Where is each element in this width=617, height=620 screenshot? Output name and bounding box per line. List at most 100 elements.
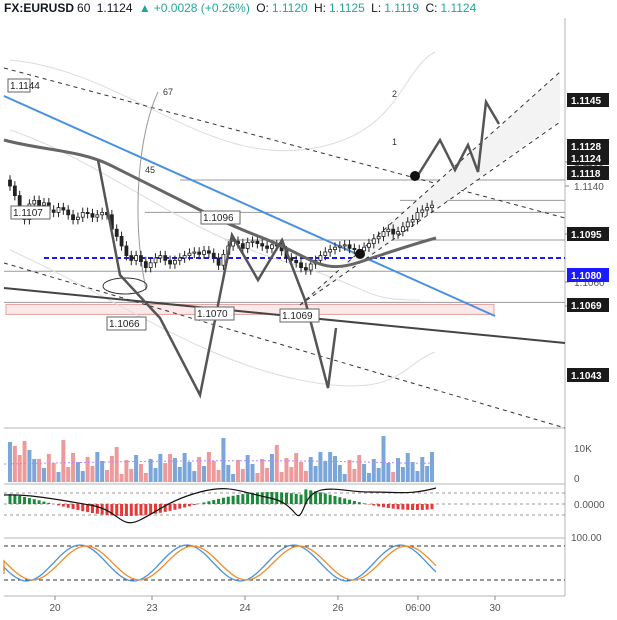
stoch-k-line [3, 544, 437, 582]
candle-body [376, 235, 381, 240]
level-label-4: 1.1095 [571, 230, 602, 241]
candle-body [415, 211, 420, 220]
bollinger-upper-line [9, 51, 436, 152]
close-value: 1.1124 [440, 1, 477, 15]
macd-histogram-bar [396, 504, 400, 510]
projection-zigzag-right [413, 98, 501, 181]
macd-histogram-bar [314, 491, 318, 504]
candle-body [139, 255, 143, 263]
candle-body [56, 207, 61, 213]
time-tick-label: 24 [239, 603, 251, 614]
volume-bar [396, 458, 401, 482]
volume-bar [289, 467, 294, 482]
volume-bar [32, 459, 37, 482]
macd-histogram-bar [95, 504, 99, 514]
volume-bar [250, 464, 255, 482]
macd-histogram-bar [86, 504, 90, 513]
volume-bar [22, 441, 27, 482]
macd-histogram-bar [192, 504, 196, 505]
candle-body [119, 235, 124, 247]
candle-body [51, 209, 56, 213]
macd-histogram-bar [357, 502, 361, 504]
macd-histogram-bar [100, 504, 104, 515]
volume-bar [265, 468, 270, 482]
macd-histogram-bar [168, 504, 172, 511]
level-label-box-1 [567, 139, 609, 153]
macd-histogram-bar [202, 502, 206, 504]
volume-ma-line [3, 460, 437, 465]
volume-bar [143, 473, 148, 482]
macd-histogram-bar [8, 494, 12, 504]
volume-bar [347, 460, 352, 482]
candle-body [318, 255, 323, 261]
macd-histogram-bar [207, 501, 211, 504]
macd-histogram-bar [183, 504, 187, 508]
candle-body [391, 228, 396, 235]
time-tick-label: 20 [49, 603, 61, 614]
volume-bar [71, 453, 76, 482]
rising-channel-lower [299, 121, 561, 306]
swing-label-1066-box [106, 316, 147, 331]
macd-histogram-bar [124, 504, 128, 516]
macd-histogram-bar [406, 504, 410, 510]
macd-histogram-bar [231, 495, 235, 504]
macd-histogram-bar [226, 496, 230, 504]
macd-histogram-bar [309, 490, 313, 504]
volume-bar [158, 454, 163, 482]
time-tick-label: 23 [146, 603, 158, 614]
volume-axis-0: 0 [574, 474, 580, 485]
candle-body [80, 211, 85, 218]
volume-bar [109, 456, 114, 482]
volume-bar [27, 450, 32, 482]
candle-body [76, 216, 80, 220]
macd-histogram-bar [154, 504, 158, 514]
volume-bar [105, 470, 110, 482]
candle-body [202, 250, 206, 255]
volume-bar [260, 459, 265, 482]
macd-histogram-bar [294, 493, 298, 504]
fib-label-45: 45 [145, 165, 155, 175]
volume-bar [366, 473, 371, 482]
macd-histogram-bar [47, 502, 51, 504]
fib-label-1: 1 [392, 137, 397, 147]
candle-body [129, 255, 134, 261]
level-label-box-7 [567, 368, 609, 382]
high-label: H: [314, 1, 327, 15]
macd-histogram-bar [105, 504, 109, 516]
breakout-dot [410, 171, 420, 181]
candle-body [66, 209, 71, 216]
projection-zigzag-left [96, 159, 338, 399]
swing-label-1069: 1.1069 [282, 311, 313, 322]
macd-histogram-bar [236, 494, 240, 504]
macd-histogram-bar [415, 504, 419, 510]
macd-histogram-bar [255, 492, 259, 504]
macd-histogram-bar [149, 504, 153, 515]
candle-body [333, 246, 337, 250]
swing-label-1066: 1.1066 [109, 319, 140, 330]
macd-histogram-bar [187, 504, 191, 507]
price-tick-label: 1.1060 [574, 278, 605, 289]
volume-axis-10k: 10K [574, 444, 592, 455]
candle-body [337, 245, 342, 248]
macd-histogram-bar [139, 504, 143, 516]
volume-bar [75, 462, 80, 482]
volume-bar [255, 473, 260, 482]
highlight-ellipse [102, 277, 148, 295]
volume-bar [90, 466, 95, 482]
volume-bar [172, 458, 177, 482]
candle-body [114, 228, 119, 237]
volume-bar [420, 457, 425, 482]
level-label-box-0 [567, 93, 609, 107]
volume-bar [211, 461, 216, 482]
volume-bar [85, 457, 90, 482]
level-label-box-5 [567, 268, 609, 282]
volume-bar [37, 459, 42, 482]
volume-bar [376, 468, 381, 482]
last-price: 1.1124 [96, 1, 133, 15]
candle-body [8, 179, 12, 187]
macd-histogram-bar [110, 504, 114, 516]
volume-bar [56, 472, 61, 482]
volume-bar [187, 462, 192, 482]
volume-bar [119, 474, 124, 482]
candle-body [221, 253, 226, 266]
